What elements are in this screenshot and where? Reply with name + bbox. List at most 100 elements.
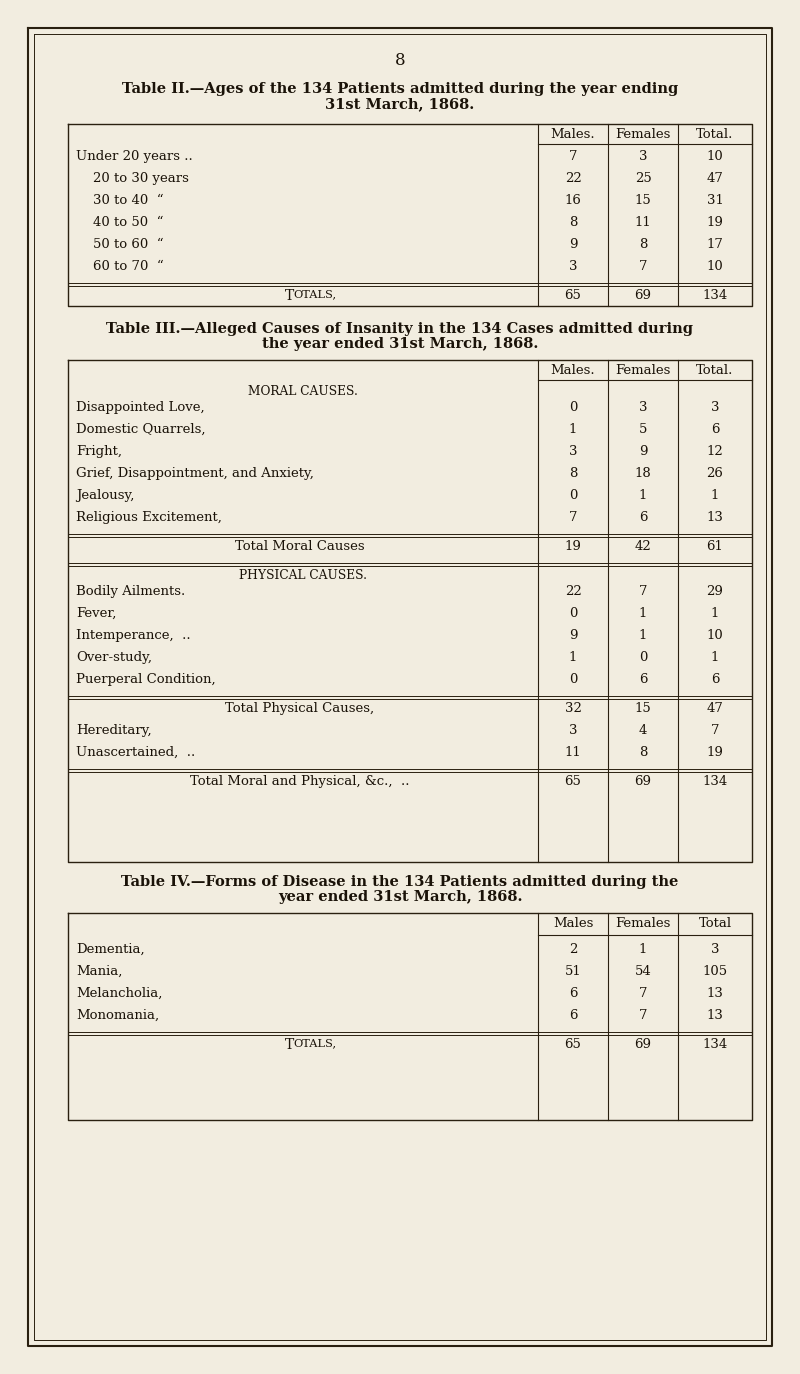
- Text: 13: 13: [706, 1009, 723, 1022]
- Text: 134: 134: [702, 289, 728, 302]
- Text: 10: 10: [706, 629, 723, 642]
- Text: Religious Excitement,: Religious Excitement,: [76, 511, 222, 523]
- Text: 0: 0: [569, 673, 577, 686]
- Text: 7: 7: [638, 585, 647, 598]
- Text: 3: 3: [569, 445, 578, 458]
- Text: Total: Total: [698, 916, 731, 930]
- Text: 7: 7: [638, 987, 647, 1000]
- Text: 18: 18: [634, 467, 651, 480]
- Text: 8: 8: [569, 467, 577, 480]
- Text: 9: 9: [569, 629, 578, 642]
- Text: 1: 1: [711, 607, 719, 620]
- Text: Total Moral Causes: Total Moral Causes: [235, 540, 365, 552]
- Text: 7: 7: [569, 511, 578, 523]
- Text: OTALS,: OTALS,: [293, 289, 336, 300]
- Text: 8: 8: [394, 52, 406, 69]
- Text: 29: 29: [706, 585, 723, 598]
- Text: 1: 1: [639, 607, 647, 620]
- Text: 6: 6: [569, 987, 578, 1000]
- Text: Total.: Total.: [696, 128, 734, 142]
- Text: 1: 1: [639, 629, 647, 642]
- Text: PHYSICAL CAUSES.: PHYSICAL CAUSES.: [239, 569, 367, 583]
- Text: 30 to 40  “: 30 to 40 “: [76, 194, 164, 207]
- Text: Table IV.—Forms of Disease in the 134 Patients admitted during the: Table IV.—Forms of Disease in the 134 Pa…: [122, 875, 678, 889]
- Text: year ended 31st March, 1868.: year ended 31st March, 1868.: [278, 890, 522, 904]
- Text: Fever,: Fever,: [76, 607, 116, 620]
- Text: 22: 22: [565, 172, 582, 185]
- Text: 26: 26: [706, 467, 723, 480]
- Text: 6: 6: [569, 1009, 578, 1022]
- Text: 15: 15: [634, 702, 651, 714]
- Text: 10: 10: [706, 150, 723, 164]
- Text: Grief, Disappointment, and Anxiety,: Grief, Disappointment, and Anxiety,: [76, 467, 314, 480]
- Text: 5: 5: [639, 423, 647, 436]
- Text: 20 to 30 years: 20 to 30 years: [76, 172, 189, 185]
- Text: 1: 1: [711, 489, 719, 502]
- Text: 3: 3: [569, 260, 578, 273]
- Text: 0: 0: [639, 651, 647, 664]
- Text: Table II.—Ages of the 134 Patients admitted during the year ending: Table II.—Ages of the 134 Patients admit…: [122, 82, 678, 96]
- Text: 4: 4: [639, 724, 647, 736]
- Text: 47: 47: [706, 172, 723, 185]
- Text: 61: 61: [706, 540, 723, 552]
- Text: Puerperal Condition,: Puerperal Condition,: [76, 673, 216, 686]
- Text: OTALS,: OTALS,: [293, 1037, 336, 1048]
- Text: 19: 19: [706, 746, 723, 758]
- Text: 13: 13: [706, 511, 723, 523]
- Text: 1: 1: [639, 489, 647, 502]
- Text: Domestic Quarrels,: Domestic Quarrels,: [76, 423, 206, 436]
- Text: Mania,: Mania,: [76, 965, 122, 978]
- Text: Over-study,: Over-study,: [76, 651, 152, 664]
- Text: Males.: Males.: [550, 364, 595, 376]
- Text: Total Physical Causes,: Total Physical Causes,: [226, 702, 374, 714]
- Text: 1: 1: [639, 943, 647, 956]
- Text: Disappointed Love,: Disappointed Love,: [76, 401, 205, 414]
- Text: 65: 65: [565, 775, 582, 789]
- Text: 134: 134: [702, 1037, 728, 1051]
- Text: 0: 0: [569, 607, 577, 620]
- Text: 7: 7: [638, 260, 647, 273]
- Text: 6: 6: [710, 673, 719, 686]
- Text: 65: 65: [565, 1037, 582, 1051]
- Text: Dementia,: Dementia,: [76, 943, 145, 956]
- Text: 16: 16: [565, 194, 582, 207]
- Text: 31st March, 1868.: 31st March, 1868.: [326, 98, 474, 111]
- Text: 11: 11: [634, 216, 651, 229]
- Text: 69: 69: [634, 1037, 651, 1051]
- Text: 50 to 60  “: 50 to 60 “: [76, 238, 164, 251]
- Text: 32: 32: [565, 702, 582, 714]
- Text: Females: Females: [615, 916, 670, 930]
- Text: 2: 2: [569, 943, 577, 956]
- Text: Monomania,: Monomania,: [76, 1009, 159, 1022]
- Text: Females: Females: [615, 128, 670, 142]
- Text: T: T: [285, 1037, 294, 1052]
- Text: 17: 17: [706, 238, 723, 251]
- Text: 134: 134: [702, 775, 728, 789]
- Text: 3: 3: [569, 724, 578, 736]
- Text: 11: 11: [565, 746, 582, 758]
- Text: 7: 7: [710, 724, 719, 736]
- Text: 51: 51: [565, 965, 582, 978]
- Text: 1: 1: [569, 423, 577, 436]
- Text: 6: 6: [710, 423, 719, 436]
- Text: Total Moral and Physical, &c.,  ..: Total Moral and Physical, &c., ..: [190, 775, 410, 789]
- Text: 105: 105: [702, 965, 727, 978]
- Text: Jealousy,: Jealousy,: [76, 489, 134, 502]
- Text: 19: 19: [706, 216, 723, 229]
- Text: 25: 25: [634, 172, 651, 185]
- Text: 9: 9: [638, 445, 647, 458]
- Text: 3: 3: [638, 150, 647, 164]
- Text: 3: 3: [638, 401, 647, 414]
- Text: Bodily Ailments.: Bodily Ailments.: [76, 585, 186, 598]
- Text: T: T: [285, 289, 294, 304]
- Text: 19: 19: [565, 540, 582, 552]
- Text: 31: 31: [706, 194, 723, 207]
- Text: 6: 6: [638, 511, 647, 523]
- Text: Males.: Males.: [550, 128, 595, 142]
- Text: 22: 22: [565, 585, 582, 598]
- Text: 69: 69: [634, 289, 651, 302]
- Text: 65: 65: [565, 289, 582, 302]
- Text: 40 to 50  “: 40 to 50 “: [76, 216, 163, 229]
- Text: 8: 8: [639, 238, 647, 251]
- Text: 42: 42: [634, 540, 651, 552]
